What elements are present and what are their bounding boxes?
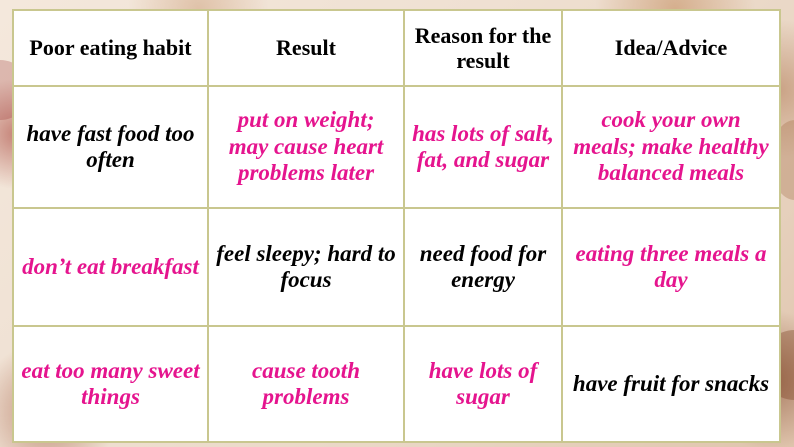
table-header-row: Poor eating habit Result Reason for the … bbox=[12, 9, 781, 87]
header-result: Result bbox=[207, 9, 405, 87]
header-poor-eating-habit: Poor eating habit bbox=[12, 9, 209, 87]
table-cell: eating three meals a day bbox=[561, 207, 781, 327]
table-cell: put on weight; may cause heart problems … bbox=[207, 85, 405, 209]
table-cell: have lots of sugar bbox=[403, 325, 563, 443]
table-cell: cause tooth problems bbox=[207, 325, 405, 443]
header-idea-advice: Idea/Advice bbox=[561, 9, 781, 87]
table-cell: need food for energy bbox=[403, 207, 563, 327]
table-cell: have fast food too often bbox=[12, 85, 209, 209]
table-cell: cook your own meals; make healthy balanc… bbox=[561, 85, 781, 209]
table-row: have fast food too often put on weight; … bbox=[12, 85, 781, 209]
table-cell: eat too many sweet things bbox=[12, 325, 209, 443]
table-cell: have fruit for snacks bbox=[561, 325, 781, 443]
table-row: don’t eat breakfast feel sleepy; hard to… bbox=[12, 207, 781, 327]
header-reason: Reason for the result bbox=[403, 9, 563, 87]
table-cell: feel sleepy; hard to focus bbox=[207, 207, 405, 327]
table-cell: has lots of salt, fat, and sugar bbox=[403, 85, 563, 209]
eating-habits-table: Poor eating habit Result Reason for the … bbox=[12, 9, 781, 443]
table-cell: don’t eat breakfast bbox=[12, 207, 209, 327]
table-row: eat too many sweet things cause tooth pr… bbox=[12, 325, 781, 443]
